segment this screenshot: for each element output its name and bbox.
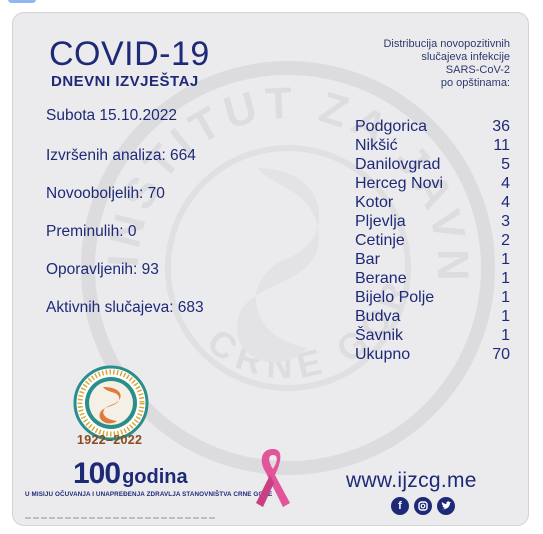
municipality-row: Šavnik 1 (355, 326, 510, 345)
municipality-row: Herceg Novi 4 (355, 174, 510, 193)
municipality-row: Danilovgrad 5 (355, 155, 510, 174)
infographic-card: INSTITUT ZA JAVNO ZDRAVLJE CRNE GORE COV… (12, 12, 529, 526)
municipality-count: 1 (501, 327, 510, 344)
anniversary-logo: 100 godina (73, 457, 188, 491)
municipality-row: Pljevlja 3 (355, 212, 510, 231)
report-date: Subota 15.10.2022 (46, 107, 178, 124)
anniversary-number: 100 (73, 457, 121, 490)
municipality-count: 3 (501, 213, 510, 230)
link-fragment (8, 0, 36, 3)
municipality-count: 2 (501, 232, 510, 249)
distribution-note-line: slučajeva infekcije (421, 51, 510, 63)
municipality-count: 70 (492, 346, 510, 363)
municipality-row: Bar 1 (355, 250, 510, 269)
municipality-count: 1 (501, 251, 510, 268)
municipality-name: Bar (355, 251, 380, 268)
municipality-count: 36 (492, 118, 510, 135)
municipality-name: Berane (355, 270, 407, 287)
municipality-count: 1 (501, 289, 510, 306)
distribution-note-line: SARS-CoV-2 (445, 64, 510, 76)
anniversary-word: godina (122, 466, 188, 488)
distribution-note: Distribucija novopozitivnih slučajeva in… (340, 38, 510, 90)
municipality-row: Budva 1 (355, 307, 510, 326)
municipality-name: Šavnik (355, 327, 404, 344)
top-strip (0, 0, 543, 10)
municipality-row: Podgorica 36 (355, 117, 510, 136)
report-title: COVID-19 (49, 35, 210, 73)
municipality-count: 5 (501, 156, 510, 173)
watermark-emblem: INSTITUT ZA JAVNO ZDRAVLJE CRNE GORE (58, 19, 498, 478)
distribution-note-line: Distribucija novopozitivnih (383, 38, 510, 50)
municipality-table: Podgorica 36 Nikšić 11 Danilovgrad 5 Herceg No… (355, 117, 510, 364)
municipality-count: 1 (501, 270, 510, 287)
municipality-row: Nikšić 11 (355, 136, 510, 155)
municipality-name: Danilovgrad (355, 156, 441, 173)
municipality-name: Ukupno (355, 346, 411, 363)
report-subtitle: DNEVNI IZVJEŠTAJ (51, 73, 199, 90)
municipality-row: Cetinje 2 (355, 231, 510, 250)
stat-deaths: Preminulih: 0 (46, 223, 137, 240)
municipality-name: Bijelo Polje (355, 289, 435, 306)
pink-ribbon-icon (253, 445, 293, 511)
municipality-name: Podgorica (355, 118, 428, 135)
social-icons: f (391, 497, 455, 515)
distribution-note-line: po opštinama: (440, 77, 510, 89)
stat-analyses: Izvršenih analiza: 664 (46, 147, 196, 164)
facebook-icon[interactable]: f (391, 497, 409, 515)
instagram-icon[interactable] (414, 497, 432, 515)
municipality-name: Nikšić (355, 137, 398, 154)
municipality-row: Bijelo Polje 1 (355, 288, 510, 307)
municipality-name: Herceg Novi (355, 175, 444, 192)
mission-statement: U MISIJU OČUVANJA I UNAPREĐENJA ZDRAVLJA… (25, 491, 273, 498)
municipality-row: Berane 1 (355, 269, 510, 288)
municipality-count: 4 (501, 175, 510, 192)
municipality-row: Ukupno 70 (355, 345, 510, 364)
municipality-count: 1 (501, 308, 510, 325)
municipality-name: Budva (355, 308, 401, 325)
municipality-name: Cetinje (355, 232, 405, 249)
stat-recovered: Oporavljenih: 93 (46, 261, 159, 278)
municipality-name: Kotor (355, 194, 394, 211)
institute-logo (73, 365, 149, 441)
municipality-row: Kotor 4 (355, 193, 510, 212)
cropped-footer-text (25, 511, 225, 521)
stat-new-cases: Novooboljelih: 70 (46, 185, 165, 202)
website-link[interactable]: www.ijzcg.me (346, 469, 477, 492)
twitter-icon[interactable] (437, 497, 455, 515)
stat-active: Aktivnih slučajeva: 683 (46, 299, 204, 316)
anniversary-years: 1922–2022 (77, 433, 143, 447)
municipality-count: 11 (493, 137, 510, 154)
municipality-name: Pljevlja (355, 213, 406, 230)
municipality-count: 4 (501, 194, 510, 211)
